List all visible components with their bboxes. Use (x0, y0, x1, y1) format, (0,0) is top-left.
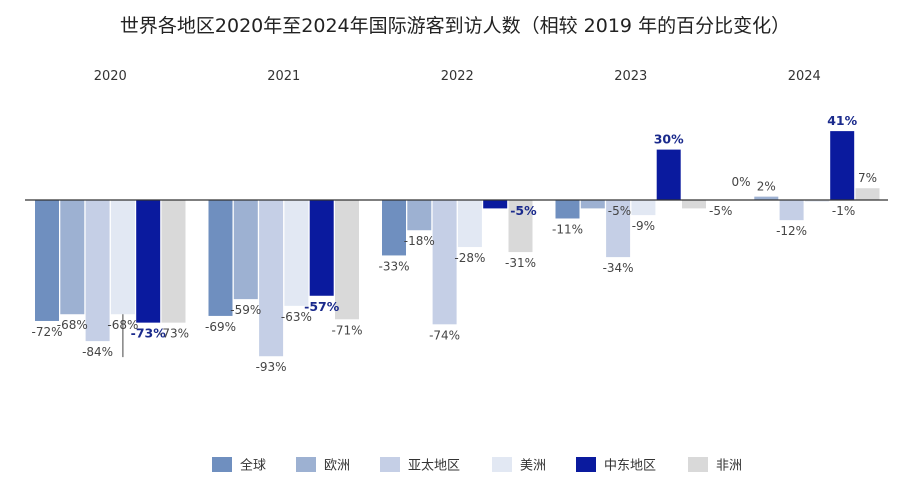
data-label-2023-0: -11% (552, 222, 583, 236)
legend-swatch-0 (212, 457, 232, 472)
data-label-2024-3: -1% (832, 204, 855, 218)
bar-2024-3 (804, 200, 829, 202)
year-label-2021: 2021 (267, 69, 300, 84)
data-label-2021-2: -93% (256, 360, 287, 374)
legend-swatch-1 (296, 457, 316, 472)
data-label-2022-5: -31% (505, 256, 536, 270)
data-label-2022-2: -74% (429, 328, 460, 342)
data-label-2020-4: -73% (131, 326, 167, 341)
data-label-2024-5: 7% (858, 171, 877, 185)
data-label-2021-0: -69% (205, 320, 236, 334)
data-label-2024-4: 41% (827, 113, 857, 128)
legend-swatch-4 (576, 457, 596, 472)
bar-2022-2 (432, 200, 457, 325)
bar-2021-1 (233, 200, 258, 300)
data-label-2022-0: -33% (378, 259, 409, 273)
bar-2020-5 (161, 200, 186, 323)
data-label-2023-1: -5% (608, 204, 631, 218)
bar-2022-5 (508, 200, 533, 253)
bar-2024-1 (754, 196, 779, 200)
legend-swatch-3 (492, 457, 512, 472)
data-label-2023-4: 30% (654, 132, 684, 147)
legend-swatch-5 (688, 457, 708, 472)
bar-2023-4 (656, 149, 681, 200)
bar-2023-0 (555, 200, 580, 219)
data-label-2020-1: -68% (57, 318, 88, 332)
legend-label-4: 中东地区 (604, 459, 656, 474)
data-label-2020-2: -84% (82, 345, 113, 359)
legend-label-2: 亚太地区 (408, 459, 460, 474)
bar-2023-5 (682, 200, 706, 209)
data-label-2021-4: -57% (304, 299, 340, 314)
bar-2024-4 (830, 131, 855, 200)
data-label-2021-5: -71% (331, 323, 362, 337)
legend-label-1: 欧洲 (324, 459, 350, 474)
bar-2022-3 (457, 200, 482, 248)
year-label-2023: 2023 (614, 69, 647, 84)
bar-2023-1 (580, 200, 605, 209)
bar-2020-2 (85, 200, 110, 342)
bar-2021-5 (335, 200, 359, 320)
year-label-2024: 2024 (788, 69, 821, 84)
data-label-2020-5: -73% (158, 327, 189, 341)
bar-2024-5 (855, 188, 880, 200)
data-label-2023-2: -34% (603, 261, 634, 275)
bar-2020-4 (136, 200, 161, 323)
data-label-2023-3: -9% (632, 219, 655, 233)
data-label-2024-0: 0% (731, 175, 750, 189)
bar-2023-2 (606, 200, 631, 258)
bar-2020-1 (60, 200, 85, 315)
data-label-2024-1: 2% (757, 180, 776, 194)
bar-2022-1 (407, 200, 432, 231)
bar-2020-0 (35, 200, 59, 321)
bar-2021-3 (284, 200, 309, 306)
data-label-2020-0: -72% (31, 325, 62, 339)
legend-label-3: 美洲 (520, 459, 546, 474)
bar-2023-3 (631, 200, 656, 216)
bar-2022-0 (382, 200, 406, 256)
legend-swatch-2 (380, 457, 400, 472)
bar-2021-0 (208, 200, 233, 316)
data-label-2023-5: -5% (709, 204, 732, 218)
bar-2021-2 (259, 200, 284, 357)
data-label-2021-3: -63% (281, 310, 312, 324)
chart-title: 世界各地区2020年至2024年国际游客到访人数（相较 2019 年的百分比变化… (120, 15, 790, 37)
bar-2021-4 (309, 200, 334, 296)
year-labels: 2020 2021 2022 2023 2024 (94, 69, 821, 84)
bars (35, 131, 880, 357)
bar-2020-3 (110, 200, 135, 315)
year-label-2020: 2020 (94, 69, 127, 84)
year-label-2022: 2022 (441, 69, 474, 84)
data-label-2022-4: -5% (510, 203, 537, 218)
legend: 全球 欧洲 亚太地区 美洲 中东地区 非洲 (212, 457, 742, 474)
data-label-2021-1: -59% (230, 303, 261, 317)
bar-2022-4 (483, 200, 508, 209)
data-label-2022-1: -18% (404, 234, 435, 248)
data-label-2024-2: -12% (776, 224, 807, 238)
bar-2024-2 (779, 200, 804, 221)
data-label-2022-3: -28% (454, 251, 485, 265)
legend-label-5: 非洲 (716, 459, 742, 474)
data-labels: -72%-68%-84%-68%-73%-73% -69%-59%-93%-63%… (31, 113, 877, 374)
legend-label-0: 全球 (240, 458, 266, 474)
